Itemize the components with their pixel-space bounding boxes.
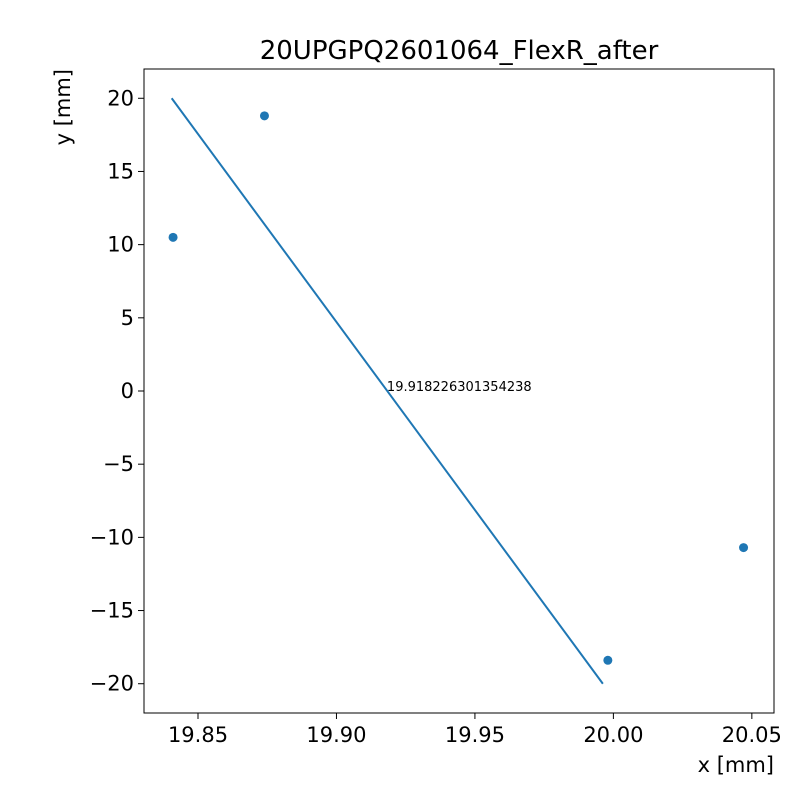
y-tick-label: 0 (121, 379, 134, 403)
y-tick-label: −15 (90, 599, 134, 623)
x-tick-label: 19.85 (168, 723, 228, 747)
y-tick-label: 20 (107, 86, 134, 110)
y-axis-title: y [mm] (51, 69, 75, 145)
x-axis-ticks: 19.85 19.90 19.95 20.00 20.05 (168, 713, 782, 747)
fit-line (170, 97, 604, 685)
y-tick-label: −10 (90, 525, 134, 549)
chart-title: 20UPGPQ2601064_FlexR_after (260, 36, 659, 66)
data-point-3 (603, 655, 613, 665)
x-axis-title: x [mm] (698, 753, 774, 777)
y-tick-label: 10 (107, 233, 134, 257)
y-tick-label: 5 (121, 306, 134, 330)
data-point-2 (259, 111, 269, 121)
x-tick-label: 19.90 (306, 723, 366, 747)
fit-annotation: 19.918226301354238 (387, 380, 532, 395)
x-tick-label: 20.00 (583, 723, 643, 747)
plot-content: 19.918226301354238 (168, 97, 749, 685)
data-point-1 (168, 232, 178, 242)
data-point-4 (739, 543, 749, 553)
x-tick-label: 19.95 (445, 723, 505, 747)
y-tick-label: 15 (107, 159, 134, 183)
y-axis-ticks: −20 −15 −10 −5 0 5 10 15 20 (90, 86, 144, 696)
y-tick-label: −20 (90, 672, 134, 696)
y-tick-label: −5 (103, 452, 134, 476)
x-tick-label: 20.05 (722, 723, 782, 747)
